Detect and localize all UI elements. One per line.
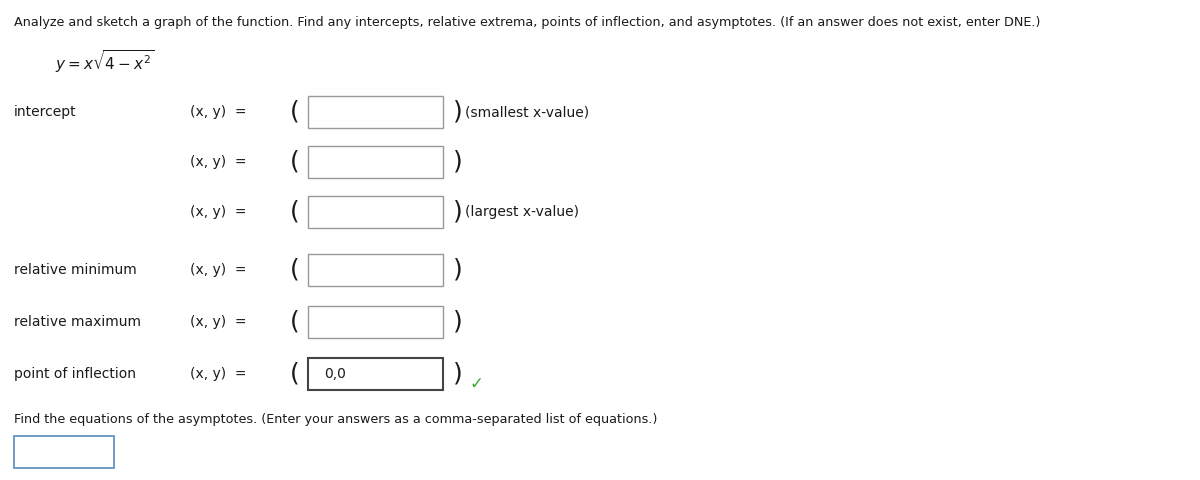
Text: ✓: ✓	[469, 375, 482, 393]
Text: 0,0: 0,0	[324, 367, 346, 381]
Text: $y = x\sqrt{4 - x^{2}}$: $y = x\sqrt{4 - x^{2}}$	[55, 48, 155, 75]
Text: point of inflection: point of inflection	[14, 367, 136, 381]
Text: intercept: intercept	[14, 105, 77, 119]
Text: (: (	[290, 200, 300, 224]
Text: relative maximum: relative maximum	[14, 315, 142, 329]
Text: (: (	[290, 362, 300, 386]
FancyBboxPatch shape	[308, 306, 443, 338]
Text: (largest x-value): (largest x-value)	[466, 205, 580, 219]
Text: (x, y)  =: (x, y) =	[190, 367, 246, 381]
Text: (x, y)  =: (x, y) =	[190, 155, 246, 169]
FancyBboxPatch shape	[308, 254, 443, 286]
FancyBboxPatch shape	[14, 436, 114, 468]
Text: Find the equations of the asymptotes. (Enter your answers as a comma-separated l: Find the equations of the asymptotes. (E…	[14, 413, 658, 427]
Text: (: (	[290, 150, 300, 174]
Text: relative minimum: relative minimum	[14, 263, 137, 277]
Text: (: (	[290, 258, 300, 282]
FancyBboxPatch shape	[308, 96, 443, 128]
Text: ): )	[454, 362, 463, 386]
Text: (smallest x-value): (smallest x-value)	[466, 105, 589, 119]
Text: ): )	[454, 200, 463, 224]
Text: ): )	[454, 258, 463, 282]
Text: (x, y)  =: (x, y) =	[190, 205, 246, 219]
Text: (: (	[290, 100, 300, 124]
Text: ): )	[454, 310, 463, 334]
Text: ): )	[454, 150, 463, 174]
Text: (: (	[290, 310, 300, 334]
Text: (x, y)  =: (x, y) =	[190, 263, 246, 277]
FancyBboxPatch shape	[308, 146, 443, 178]
Text: (x, y)  =: (x, y) =	[190, 105, 246, 119]
Text: ): )	[454, 100, 463, 124]
FancyBboxPatch shape	[308, 358, 443, 390]
FancyBboxPatch shape	[308, 196, 443, 228]
Text: Analyze and sketch a graph of the function. Find any intercepts, relative extrem: Analyze and sketch a graph of the functi…	[14, 16, 1040, 29]
Text: (x, y)  =: (x, y) =	[190, 315, 246, 329]
